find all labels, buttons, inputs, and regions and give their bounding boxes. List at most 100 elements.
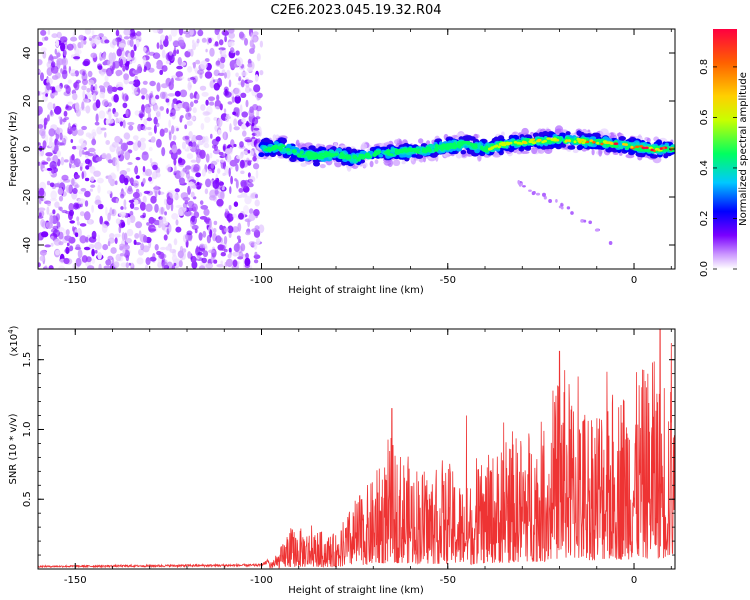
noise-speckle (219, 49, 223, 55)
noise-speckle (202, 111, 210, 116)
noise-speckle (122, 102, 128, 109)
x-tick-label: 0 (631, 575, 637, 586)
noise-speckle (44, 265, 48, 269)
noise-speckle (219, 62, 225, 69)
signal-core (280, 137, 287, 144)
y-tick-label: 40 (22, 47, 33, 60)
noise-speckle (171, 125, 175, 135)
noise-speckle (186, 230, 193, 236)
noise-speckle (50, 242, 54, 247)
noise-speckle (250, 32, 254, 41)
noise-speckle (247, 79, 253, 83)
noise-speckle (209, 219, 212, 228)
noise-speckle (238, 251, 244, 260)
noise-speckle (245, 159, 253, 163)
signal-core (327, 152, 333, 157)
noise-speckle (109, 233, 115, 239)
noise-speckle (46, 167, 53, 171)
noise-speckle (89, 188, 93, 192)
y-tick-label: 0.5 (22, 491, 33, 507)
signal-core (291, 149, 297, 154)
noise-speckle (175, 219, 179, 226)
noise-speckle (82, 98, 90, 104)
noise-speckle (142, 245, 150, 253)
noise-speckle (203, 243, 208, 249)
noise-speckle (252, 31, 259, 36)
noise-speckle (91, 30, 95, 36)
noise-speckle (145, 106, 152, 114)
noise-speckle (74, 203, 82, 209)
noise-speckle (213, 259, 218, 264)
spectrogram-ticks: -150 -100 -50 0 40 20 0 -20 -40 (22, 29, 675, 286)
noise-speckle (122, 119, 126, 129)
noise-speckle (123, 73, 129, 81)
colorbar-gradient (713, 29, 737, 269)
noise-speckle (145, 203, 153, 212)
signal-halo (319, 164, 326, 169)
signal-core (273, 144, 278, 149)
signal-halo (394, 139, 400, 145)
noise-speckle (255, 194, 258, 199)
noise-speckle (87, 153, 94, 157)
noise-speckle (69, 220, 75, 224)
snr-series-line (38, 329, 675, 569)
noise-speckle (240, 170, 245, 175)
noise-speckle (235, 72, 239, 78)
noise-speckle (245, 252, 249, 260)
signal-peak (578, 141, 582, 144)
noise-speckle (196, 181, 200, 186)
noise-speckle (239, 159, 245, 169)
noise-speckle (165, 35, 169, 41)
noise-speckle (95, 99, 101, 109)
noise-speckle (96, 177, 104, 184)
noise-speckle (102, 244, 109, 251)
noise-speckle (60, 42, 66, 52)
noise-speckle (182, 30, 190, 35)
noise-speckle (119, 170, 128, 176)
noise-speckle (68, 122, 71, 130)
noise-speckle (205, 263, 214, 269)
noise-speckle (255, 116, 261, 120)
noise-speckle (253, 259, 259, 264)
noise-speckle (225, 148, 232, 155)
noise-speckle (190, 220, 193, 228)
noise-speckle (168, 34, 173, 42)
noise-speckle (256, 92, 263, 99)
noise-speckle (158, 190, 161, 196)
signal-core (364, 154, 369, 158)
noise-speckle (90, 84, 94, 93)
noise-speckle (74, 70, 80, 77)
noise-speckle (186, 120, 193, 126)
noise-speckle (149, 80, 156, 87)
noise-speckle (213, 220, 218, 226)
noise-speckle (188, 29, 194, 36)
signal-core (376, 150, 382, 154)
signal-halo (554, 129, 561, 134)
noise-speckle (231, 96, 235, 103)
noise-speckle (168, 119, 171, 128)
noise-speckle (106, 190, 112, 195)
noise-speckle (253, 127, 260, 131)
signal-core (446, 145, 451, 149)
signal-peak (600, 142, 604, 146)
noise-speckle (78, 191, 84, 195)
noise-speckle (38, 41, 43, 46)
signal-peak (553, 139, 557, 142)
signal-peak (591, 140, 596, 144)
signal-core (442, 143, 446, 149)
signal-core (618, 136, 626, 141)
noise-speckle (73, 82, 78, 89)
noise-speckle (146, 222, 150, 226)
noise-speckle (48, 128, 56, 137)
noise-speckle (245, 231, 251, 236)
noise-speckle (176, 49, 179, 54)
signal-core (559, 132, 566, 137)
noise-speckle (159, 69, 164, 75)
noise-speckle (230, 139, 235, 149)
noise-speckle (123, 36, 130, 40)
noise-speckle (252, 156, 257, 162)
noise-speckle (232, 259, 238, 268)
noise-speckle (156, 112, 161, 121)
faint-branch-speckle (517, 180, 520, 185)
noise-speckle (131, 32, 137, 37)
